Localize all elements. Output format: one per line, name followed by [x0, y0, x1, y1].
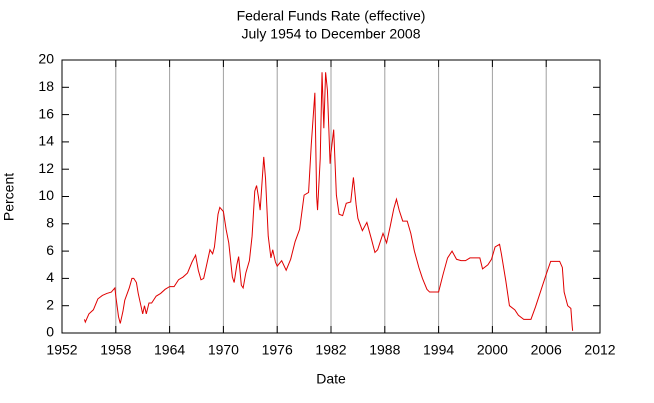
y-tick-label: 16 [38, 105, 54, 121]
y-tick-label: 10 [38, 187, 54, 203]
y-tick-label: 12 [38, 160, 54, 176]
y-tick-label: 18 [38, 78, 54, 94]
data-line [83, 72, 574, 331]
chart-title: Federal Funds Rate (effective) [237, 8, 426, 24]
x-tick-label: 1958 [100, 342, 131, 358]
y-tick-label: 14 [38, 133, 54, 149]
y-tick-label: 0 [46, 324, 54, 340]
plot-frame [61, 59, 601, 334]
x-axis-label: Date [316, 371, 346, 387]
x-tick-label: 2012 [584, 342, 615, 358]
x-tick-label: 2006 [531, 342, 562, 358]
y-tick-label: 20 [38, 51, 54, 67]
y-tick-label: 2 [46, 296, 54, 312]
y-tick-label: 4 [46, 269, 54, 285]
y-tick-label: 8 [46, 215, 54, 231]
x-tick-label: 1952 [46, 342, 77, 358]
y-axis-label: Percent [1, 173, 17, 221]
x-tick-label: 1970 [208, 342, 239, 358]
x-tick-label: 1988 [369, 342, 400, 358]
x-tick-label: 2000 [477, 342, 508, 358]
x-tick-label: 1976 [262, 342, 293, 358]
x-tick-label: 1994 [423, 342, 454, 358]
x-tick-label: 1964 [154, 342, 185, 358]
x-tick-label: 1982 [315, 342, 346, 358]
chart-subtitle: July 1954 to December 2008 [242, 26, 421, 42]
y-tick-label: 6 [46, 242, 54, 258]
